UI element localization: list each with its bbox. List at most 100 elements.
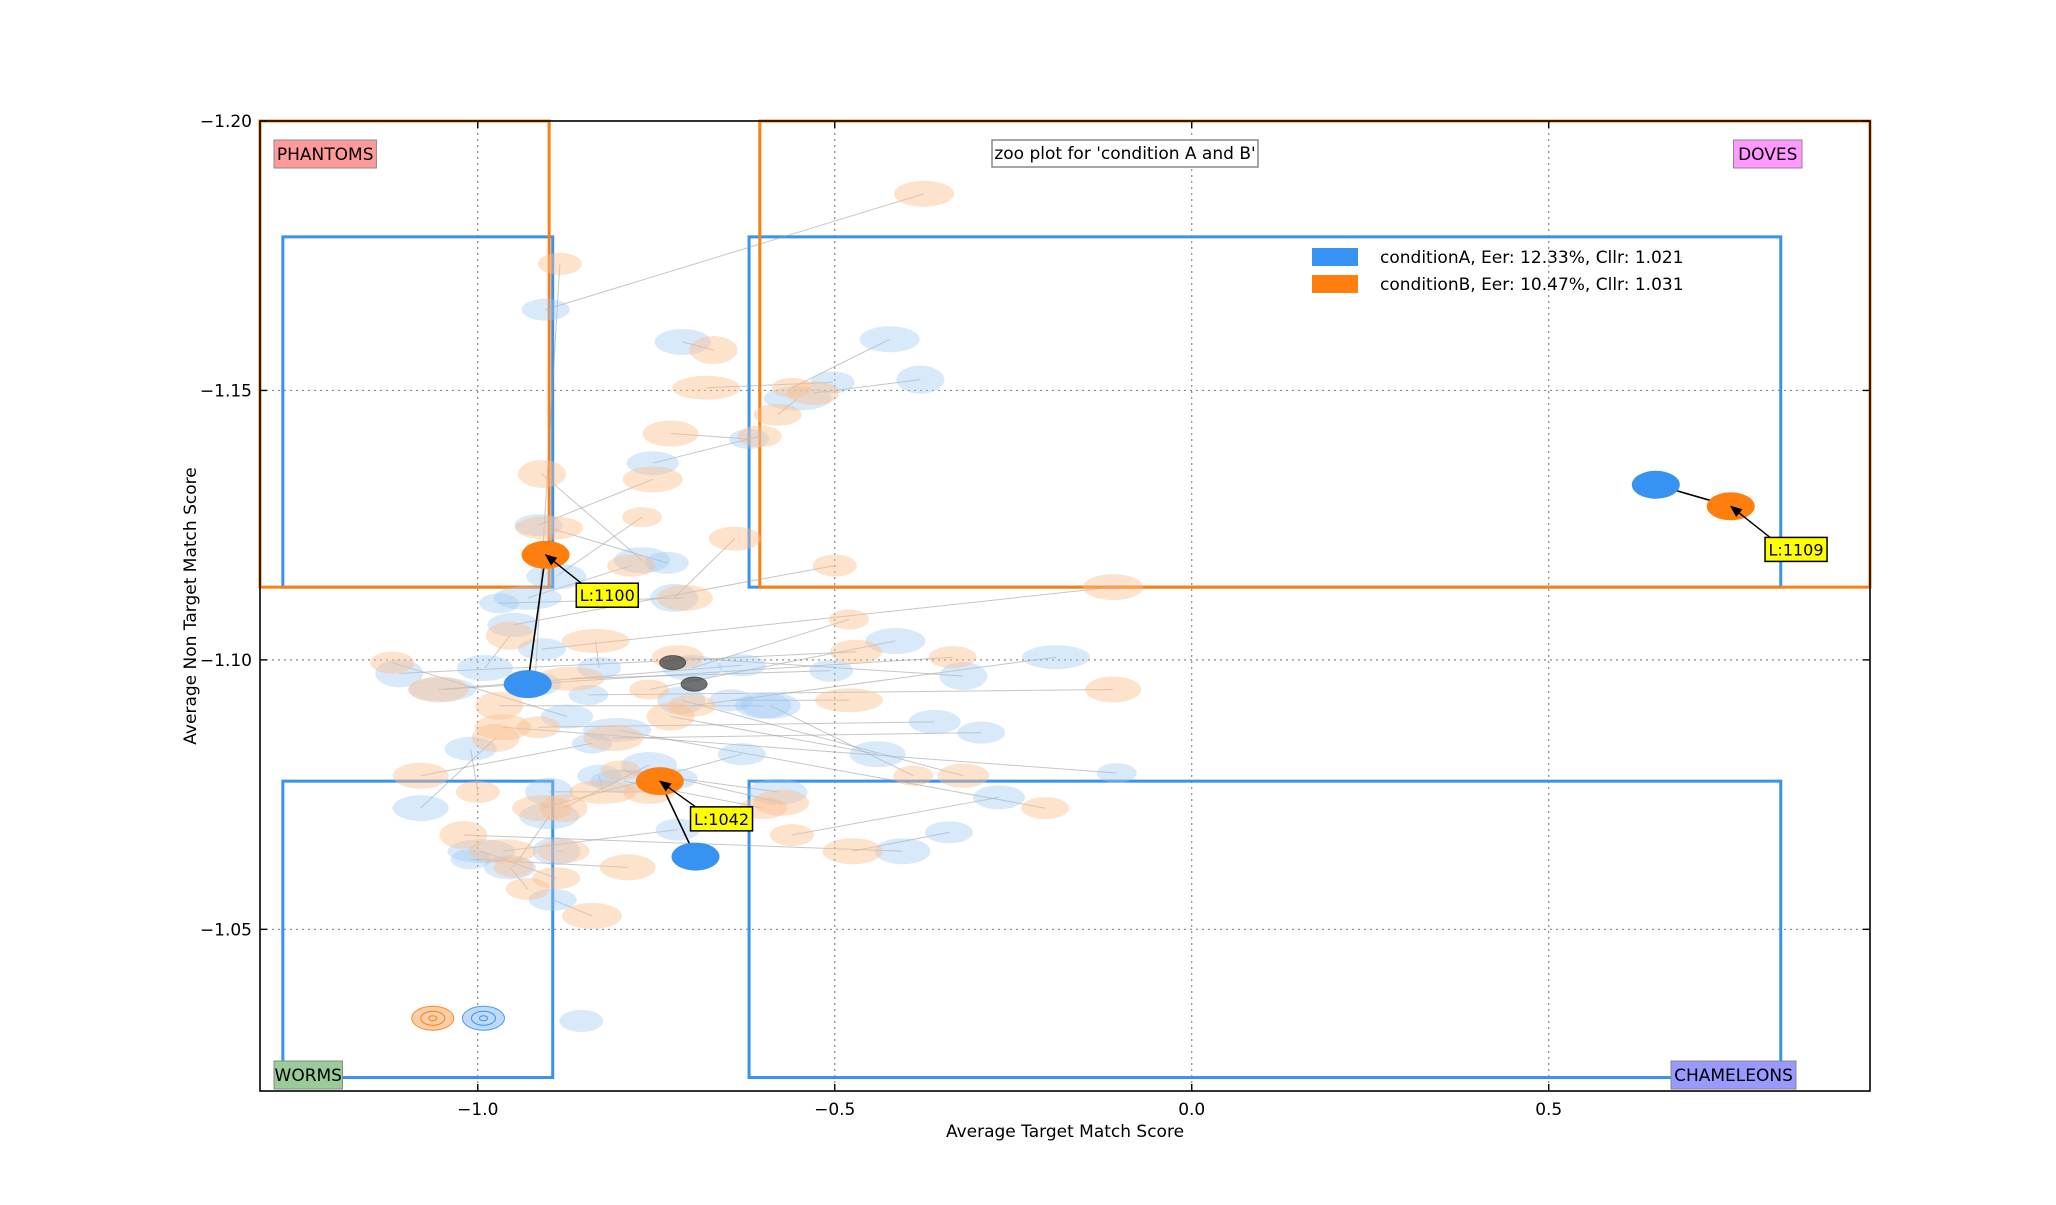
conditionA-point xyxy=(740,692,801,719)
speaker-connector xyxy=(706,381,833,389)
conditionB-point xyxy=(536,666,605,691)
speaker-connector xyxy=(545,193,925,311)
conditionA-point xyxy=(849,741,906,768)
speaker-connector xyxy=(470,748,479,792)
conditionB-point xyxy=(485,621,534,650)
x-tick-label: 0.5 xyxy=(1535,1100,1562,1120)
speaker-connector xyxy=(770,705,914,777)
speaker-connector xyxy=(598,775,604,793)
speaker-connector xyxy=(681,699,964,777)
speaker-connector xyxy=(556,516,643,577)
conditionB-point xyxy=(475,691,524,720)
marker-outer-ring xyxy=(411,1005,455,1031)
conditionB-point xyxy=(607,554,656,577)
speaker-connector xyxy=(677,777,782,804)
conditionB-point xyxy=(812,554,857,577)
conditionA-point xyxy=(519,803,580,830)
conditionB-point xyxy=(1083,574,1144,601)
zone-label-doves: DOVES xyxy=(1738,145,1797,165)
conditionB-point xyxy=(370,651,415,674)
conditionB-point xyxy=(515,515,584,540)
conditionB-point xyxy=(769,824,814,847)
conditionB-point xyxy=(937,763,990,788)
speaker-connector xyxy=(420,742,593,777)
legend-swatch-conditionB xyxy=(1312,275,1358,293)
legend: conditionA, Eer: 12.33%, Cllr: 1.021 cond… xyxy=(1312,248,1684,295)
speaker-connector xyxy=(670,715,878,755)
conditionB-point xyxy=(656,584,713,611)
conditionA-phantoms-box xyxy=(281,235,555,589)
highlight-connector xyxy=(526,554,547,685)
conditionB-point xyxy=(471,724,520,753)
speaker-connector xyxy=(691,656,1057,707)
speaker-connector xyxy=(534,263,561,685)
x-tick-label: −0.5 xyxy=(814,1100,855,1120)
conditionB-point xyxy=(537,839,590,864)
highlight-conditionA-point xyxy=(1631,470,1680,499)
conditionB-point xyxy=(537,252,582,275)
highlight-label-box xyxy=(689,806,754,832)
conditionA-point xyxy=(709,689,754,712)
conditionB-point xyxy=(893,765,934,786)
conditionB-point xyxy=(1085,676,1142,703)
conditionA-point xyxy=(655,818,700,841)
speaker-connector xyxy=(470,858,628,868)
conditionA-worms-box xyxy=(281,779,555,1080)
speaker-connector xyxy=(677,656,964,677)
grey-point xyxy=(659,655,687,671)
conditionB-point xyxy=(753,789,810,816)
speaker-connector xyxy=(777,398,798,416)
conditionA-point xyxy=(571,733,612,754)
conditionB-point xyxy=(512,795,573,822)
conditionA-point xyxy=(525,777,574,806)
speaker-connector xyxy=(652,435,760,464)
title-box: zoo plot for 'condition A and B' xyxy=(991,139,1259,168)
highlight-conditionA-point xyxy=(503,670,552,699)
speaker-connector xyxy=(513,815,550,868)
conditionB-point xyxy=(753,403,802,426)
conditionB-point xyxy=(893,180,954,207)
conditionA-point xyxy=(444,736,497,761)
conditionA-point xyxy=(763,386,832,411)
speaker-connector xyxy=(852,831,950,852)
speaker-connector xyxy=(541,473,643,561)
conditionA-point xyxy=(874,838,931,865)
conditionA-point xyxy=(717,654,766,677)
conditionB-point xyxy=(561,629,630,654)
conditionA-point xyxy=(456,654,513,681)
zone-label-chameleons: CHAMELEONS xyxy=(1674,1066,1793,1086)
conditionA-chameleons-box xyxy=(747,779,1783,1080)
conditionB-point xyxy=(505,877,550,900)
legend-label-conditionB: conditionB, Eer: 10.47%, Cllr: 1.031 xyxy=(1380,275,1684,295)
conditionA-point xyxy=(487,612,540,637)
conditionA-point xyxy=(654,328,711,355)
conditionB-point xyxy=(532,867,581,890)
conditionA-point xyxy=(717,743,766,766)
zone-label-box xyxy=(1670,1060,1797,1090)
zone-label-box xyxy=(273,1060,343,1090)
marker-inner-ring xyxy=(428,1015,438,1022)
conditionB-point xyxy=(708,526,761,551)
conditionB-point xyxy=(689,336,738,365)
conditionB-point xyxy=(568,779,637,804)
conditionA-point xyxy=(1022,645,1091,670)
conditionA-point xyxy=(582,717,651,742)
conditionB-point xyxy=(474,714,531,741)
conditionB-point xyxy=(1021,797,1070,820)
conditionB-point xyxy=(667,694,716,717)
zone-label-phantoms: PHANTOMS xyxy=(277,145,374,165)
title-frame xyxy=(991,139,1259,168)
conditionA-point xyxy=(521,298,570,321)
highlight-arrow xyxy=(659,780,696,808)
conditionA-point xyxy=(493,585,562,610)
y-tick-label: −1.05 xyxy=(200,920,252,940)
highlight-conditionA-point xyxy=(671,842,720,871)
conditionB-point xyxy=(599,854,656,881)
speaker-connector xyxy=(552,899,593,917)
conditionA-point xyxy=(939,662,988,691)
conditionB-point xyxy=(583,725,644,752)
speaker-connector xyxy=(616,729,1046,809)
conditionB-point xyxy=(600,760,641,781)
conditionA-point xyxy=(957,721,1006,744)
speaker-connector xyxy=(509,867,529,890)
